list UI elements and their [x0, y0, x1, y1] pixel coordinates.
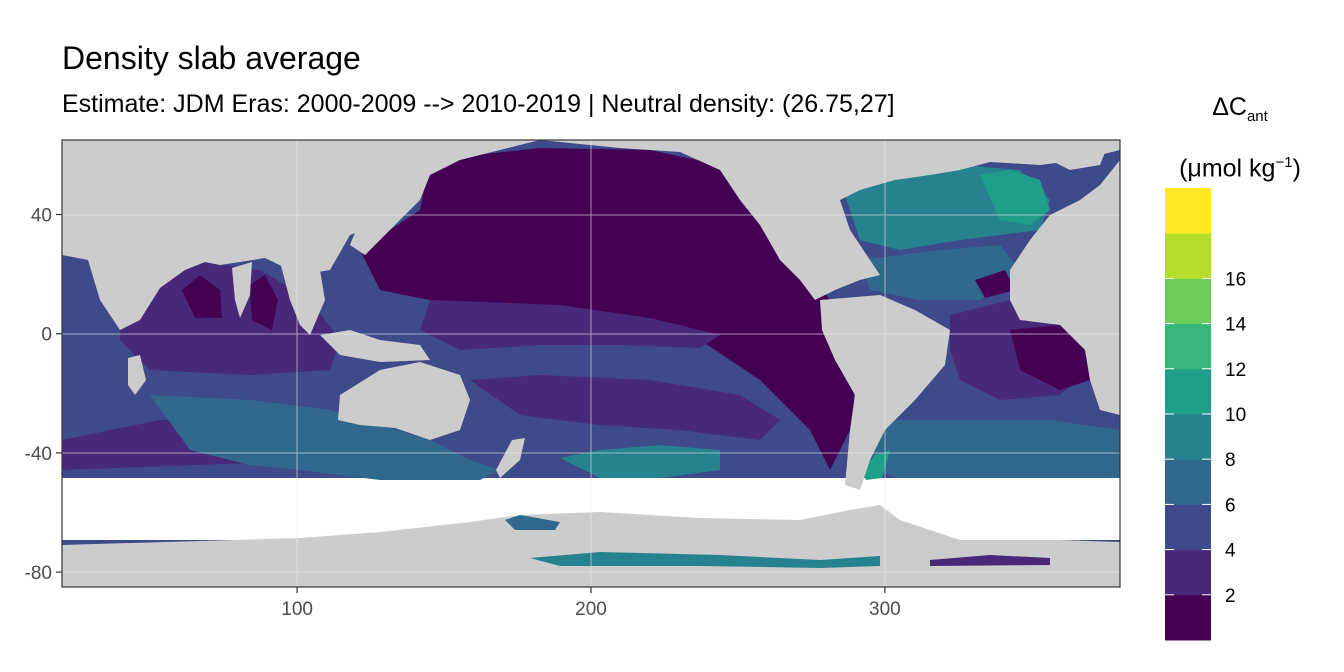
legend-break-label: 12	[1225, 360, 1246, 381]
axes: 100 200 300 -80 -40 0 40	[25, 206, 901, 621]
legend-color-step	[1165, 414, 1211, 460]
legend-break-label: 6	[1225, 495, 1236, 516]
ocean-atlantic-dark	[1010, 325, 1090, 390]
legend-color-step	[1165, 233, 1211, 279]
grid-lines	[62, 140, 1120, 587]
land-africa-west	[1010, 160, 1120, 415]
color-legend: 2 4 6 8 10 12 14 16	[1165, 188, 1247, 641]
ocean-indian-north	[120, 262, 340, 375]
ocean-atlantic-south	[870, 420, 1120, 478]
ocean-atlantic-north-green	[980, 170, 1050, 225]
legend-break-label: 8	[1225, 450, 1236, 471]
y-tick-label: -80	[25, 563, 52, 584]
y-tick-label: -40	[25, 444, 52, 465]
ocean-indian-bengal	[250, 275, 278, 330]
land-greenland	[1040, 140, 1110, 170]
x-tick-label: 300	[869, 599, 901, 620]
legend-color-step	[1165, 504, 1211, 551]
legend-color-step	[1165, 323, 1211, 370]
ocean-pacific-north	[360, 148, 855, 470]
antarctic-margin-east	[505, 515, 560, 530]
land-asia-east	[350, 140, 540, 255]
legend-title: ΔCant (μmol kg−1)	[1150, 84, 1330, 191]
antarctic-margin-weddell	[930, 555, 1050, 566]
ocean-indian-arabian	[182, 275, 222, 318]
ocean-atlantic-dark-patch	[975, 270, 1015, 298]
x-tick-label: 200	[575, 599, 607, 620]
land-india	[232, 262, 252, 318]
legend-title-unit: (μmol kg−1)	[1179, 154, 1301, 183]
x-tick-label: 100	[281, 599, 313, 620]
ocean-southern-teal-1	[150, 395, 500, 480]
legend-break-label: 10	[1225, 405, 1246, 426]
legend-break-label: 2	[1225, 586, 1236, 607]
y-tick-label: 0	[41, 325, 52, 346]
land-north-america	[540, 140, 1120, 300]
legend-color-step	[1165, 549, 1211, 596]
land-africa-europe	[62, 140, 420, 330]
land-indochina	[280, 262, 325, 335]
land-new-zealand	[496, 438, 525, 478]
legend-color-step	[1165, 368, 1211, 415]
ocean-atlantic-patagonian-shelf	[862, 450, 890, 480]
legend-break-label: 4	[1225, 541, 1236, 562]
chart-title: Density slab average	[62, 40, 361, 76]
ocean-pacific-south-mid	[470, 375, 780, 440]
y-tick-label: 40	[31, 206, 52, 227]
ocean-pacific-equatorial	[420, 300, 720, 350]
legend-color-step	[1165, 278, 1211, 325]
antarctic-margin-ross	[530, 552, 880, 568]
legend-color-step	[1165, 594, 1211, 641]
legend-break-label: 16	[1225, 269, 1246, 290]
chart-subtitle: Estimate: JDM Eras: 2000-2009 --> 2010-2…	[62, 90, 895, 118]
legend-break-label: 14	[1225, 315, 1247, 336]
legend-color-step	[1165, 188, 1211, 234]
legend-color-step	[1165, 459, 1211, 505]
land-australia	[338, 362, 470, 440]
land-indonesia	[320, 330, 430, 362]
legend-title-symbol: ΔCant	[1212, 93, 1268, 125]
land-madagascar	[128, 355, 146, 395]
